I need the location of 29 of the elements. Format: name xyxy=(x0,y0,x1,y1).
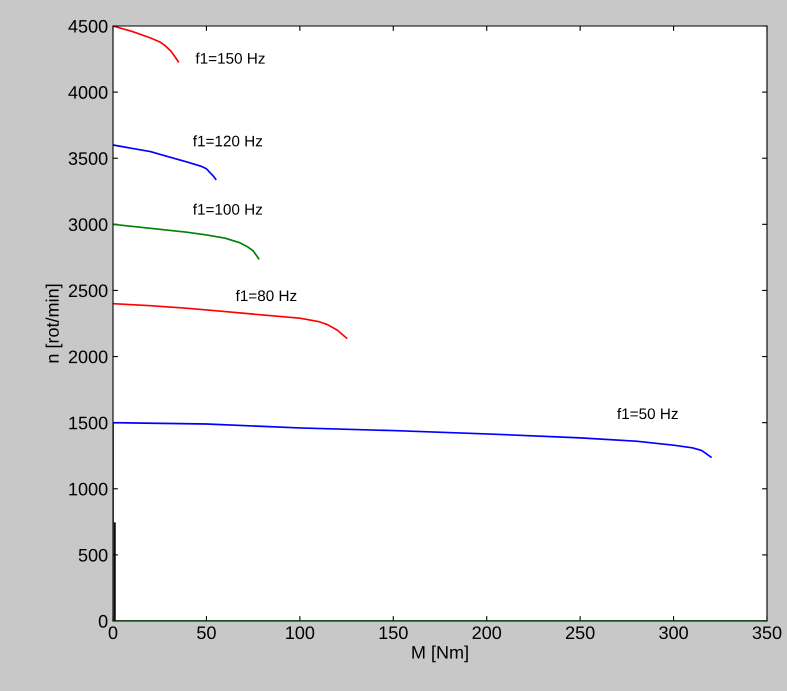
y-tick-label: 0 xyxy=(98,614,108,628)
y-tick-label: 4000 xyxy=(68,86,108,99)
series-label: f1=50 Hz xyxy=(617,408,678,420)
y-tick-label: 2000 xyxy=(68,350,108,364)
y-tick-label: 1000 xyxy=(69,482,108,496)
line-series xyxy=(113,26,180,63)
y-axis-title: n [rot/min] xyxy=(46,284,62,362)
y-tick-label: 3000 xyxy=(68,218,108,232)
x-tick-label: 300 xyxy=(659,626,688,640)
x-tick-label: 50 xyxy=(197,626,216,640)
line-series xyxy=(113,422,712,621)
y-tick-label: 500 xyxy=(78,548,108,562)
series-label: f1=80 Hz xyxy=(236,290,296,302)
x-tick-label: 250 xyxy=(566,626,594,640)
y-tick-label: 2500 xyxy=(68,284,108,298)
series-label: f1=100 Hz xyxy=(192,204,262,215)
x-tick-label: 350 xyxy=(752,626,782,640)
x-axis-title: M [Nm] xyxy=(412,645,468,662)
y-tick-label: 3500 xyxy=(68,152,108,165)
x-tick-label: 0 xyxy=(108,626,118,640)
y-tick-label: 4500 xyxy=(68,20,108,33)
x-tick-label: 100 xyxy=(286,626,314,640)
x-tick-label: 200 xyxy=(472,626,502,640)
series-label: f1=120 Hz xyxy=(192,135,262,146)
series-label: f1=150 Hz xyxy=(196,52,265,64)
x-tick-label: 150 xyxy=(380,626,408,640)
line-series xyxy=(113,302,348,339)
line-series xyxy=(113,224,260,260)
y-tick-label: 1500 xyxy=(69,416,108,430)
